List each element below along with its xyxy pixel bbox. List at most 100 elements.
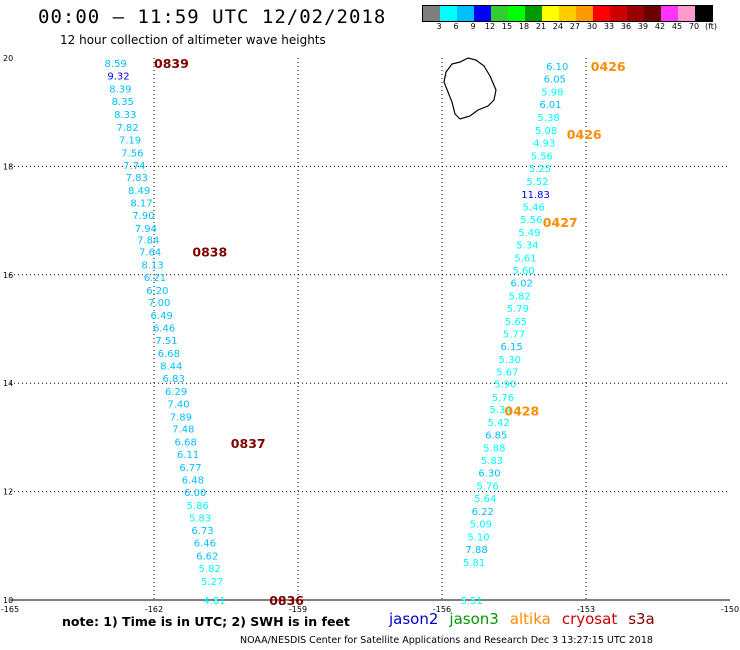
swh-value: 8.13: [141, 261, 163, 272]
swh-value: 8.33: [114, 110, 136, 121]
colorbar-label: 6: [453, 22, 459, 31]
swh-value: 7.56: [121, 148, 143, 159]
swh-value: 7.19: [119, 135, 141, 146]
colorbar-label: 27: [569, 22, 581, 31]
track-cryosat: 8.599.32 8.39 8.35 8.33 7.827.19 7.56 7.747.83…: [104, 56, 304, 608]
map-grid: [10, 58, 730, 600]
swh-value: 5.98: [541, 88, 563, 99]
colorbar-swatch: [593, 6, 610, 21]
x-tick-label: -156: [433, 605, 451, 614]
colorbar-swatch: [559, 6, 576, 21]
swh-value: 4.81: [203, 596, 225, 607]
colorbar-label: 30: [586, 22, 598, 31]
swh-value: 5.86: [187, 501, 209, 512]
swh-value: 5.10: [467, 533, 489, 544]
swh-value: 5.38: [537, 113, 559, 124]
map-axes: -165 -162 -159 -156 -153 -150 10 12 14 16 18 20: [1, 54, 739, 614]
colorbar-swatch: [576, 6, 593, 21]
map-subtitle: 12 hour collection of altimeter wave hei…: [60, 33, 326, 47]
swh-value: 5.30: [499, 355, 521, 366]
swh-value: 5.34: [516, 240, 538, 251]
colorbar-label: 33: [603, 22, 615, 31]
colorbar-swatch: [508, 6, 525, 21]
pass-time-label: 0836: [269, 593, 304, 608]
colorbar-label: 3: [436, 22, 442, 31]
swh-value: 6.49: [151, 311, 173, 322]
pass-time-label: 0428: [504, 403, 539, 418]
swh-value: 5.82: [199, 564, 221, 575]
satellite-legend: jason2 jason3 altika cryosat s3a: [389, 610, 666, 628]
swh-value: 7.83: [126, 173, 148, 184]
swh-value: 5.56: [520, 215, 542, 226]
colorbar-swatch: [491, 6, 508, 21]
swh-value: 6.01: [539, 100, 561, 111]
colorbar-swatch: [440, 6, 457, 21]
swh-value: 6.05: [544, 75, 566, 86]
swh-value: 5.83: [189, 514, 211, 525]
swh-value: 6.68: [158, 349, 180, 360]
colorbar-label: 15: [501, 22, 513, 31]
swh-value: 6.21: [144, 273, 166, 284]
swh-value: 6.68: [175, 438, 197, 449]
swh-value: 5.82: [509, 291, 531, 302]
swh-value: 7.40: [167, 399, 189, 410]
colorbar-label: 45: [671, 22, 683, 31]
swh-value: 6.46: [194, 539, 216, 550]
swh-value: 8.35: [112, 97, 134, 108]
colorbar-swatch: [525, 6, 542, 21]
y-tick-label: 18: [3, 162, 13, 171]
colorbar-label: 21: [535, 22, 547, 31]
colorbar-label: 39: [637, 22, 649, 31]
colorbar-label: 70: [688, 22, 700, 31]
colorbar-label: 9: [470, 22, 476, 31]
swh-value: 5.49: [518, 228, 540, 239]
x-tick-label: -162: [145, 605, 163, 614]
hawaii-island-outline: [443, 57, 497, 120]
swh-value: 5.76: [492, 393, 514, 404]
wave-height-colorbar: [422, 5, 713, 22]
swh-value: 5.61: [514, 253, 536, 264]
swh-value: 6.11: [177, 450, 199, 461]
colorbar-label: 42: [654, 22, 666, 31]
x-tick-label: -153: [577, 605, 595, 614]
swh-value: 5.09: [470, 520, 492, 531]
swh-value: 6.48: [182, 476, 204, 487]
legend-cryosat: cryosat: [561, 610, 618, 628]
colorbar-label: 12: [484, 22, 496, 31]
colorbar-swatch: [678, 6, 695, 21]
colorbar-swatch: [474, 6, 491, 21]
x-tick-label: -159: [289, 605, 307, 614]
x-tick-label: -150: [721, 605, 739, 614]
colorbar-swatch: [423, 6, 440, 21]
colorbar-swatch: [610, 6, 627, 21]
swh-value: 6.83: [163, 374, 185, 385]
footer-credit: NOAA/NESDIS Center for Satellite Applica…: [240, 635, 653, 646]
pass-time-label: 0426: [567, 127, 602, 142]
pass-time-label: 0427: [543, 215, 578, 230]
pass-time-label: 0839: [154, 56, 189, 71]
swh-value: 6.15: [500, 342, 522, 353]
swh-value: 11.83: [521, 190, 550, 201]
swh-value: 7.51: [155, 336, 177, 347]
swh-value: 6.85: [485, 431, 507, 442]
x-tick-label: -165: [1, 605, 19, 614]
y-tick-label: 14: [3, 379, 13, 388]
swh-value: 5.27: [201, 577, 223, 588]
colorbar-swatch: [457, 6, 474, 21]
colorbar-swatch: [627, 6, 644, 21]
swh-value: 4.93: [533, 139, 555, 150]
swh-value: 5.08: [535, 126, 557, 137]
colorbar-swatch: [661, 6, 678, 21]
legend-altika: altika: [509, 610, 551, 628]
colorbar-swatch: [542, 6, 559, 21]
swh-value: 5.88: [483, 444, 505, 455]
y-tick-label: 12: [3, 488, 13, 497]
swh-value: 5.81: [463, 558, 485, 569]
swh-value: 5.52: [526, 177, 548, 188]
swh-value: 6.73: [191, 526, 213, 537]
swh-value: 7.94: [135, 224, 157, 235]
colorbar-label: 36: [620, 22, 632, 31]
swh-value: 7.88: [465, 545, 487, 556]
swh-value: 5.51: [461, 596, 483, 607]
